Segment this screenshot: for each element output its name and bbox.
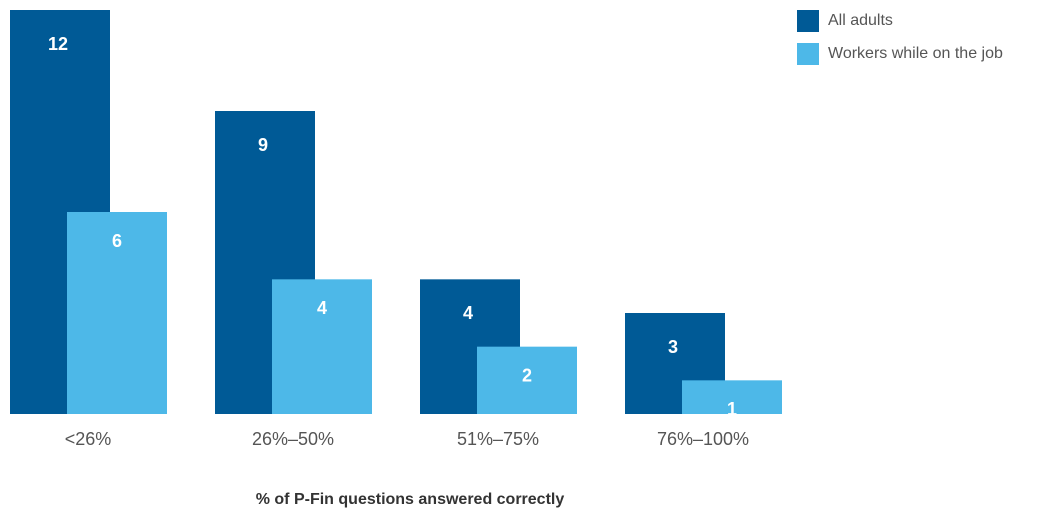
bar — [67, 212, 167, 414]
data-label: 3 — [668, 337, 678, 357]
x-tick-label: <26% — [65, 429, 112, 449]
x-tick-label: 26%–50% — [252, 429, 334, 449]
data-label: 4 — [317, 298, 327, 318]
bar — [477, 346, 577, 414]
data-label: 1 — [727, 399, 737, 419]
bar — [682, 380, 782, 414]
legend-swatch — [797, 10, 819, 32]
bar — [272, 279, 372, 414]
data-label: 2 — [522, 365, 532, 385]
data-label: 9 — [258, 135, 268, 155]
legend-label: All adults — [828, 12, 893, 29]
x-tick-label: 76%–100% — [657, 429, 749, 449]
legend-label: Workers while on the job — [828, 45, 1003, 62]
x-tick-label: 51%–75% — [457, 429, 539, 449]
legend-swatch — [797, 43, 819, 65]
x-axis-title: % of P-Fin questions answered correctly — [256, 491, 565, 508]
data-label: 6 — [112, 231, 122, 251]
data-label: 12 — [48, 34, 68, 54]
data-label: 4 — [463, 303, 473, 323]
